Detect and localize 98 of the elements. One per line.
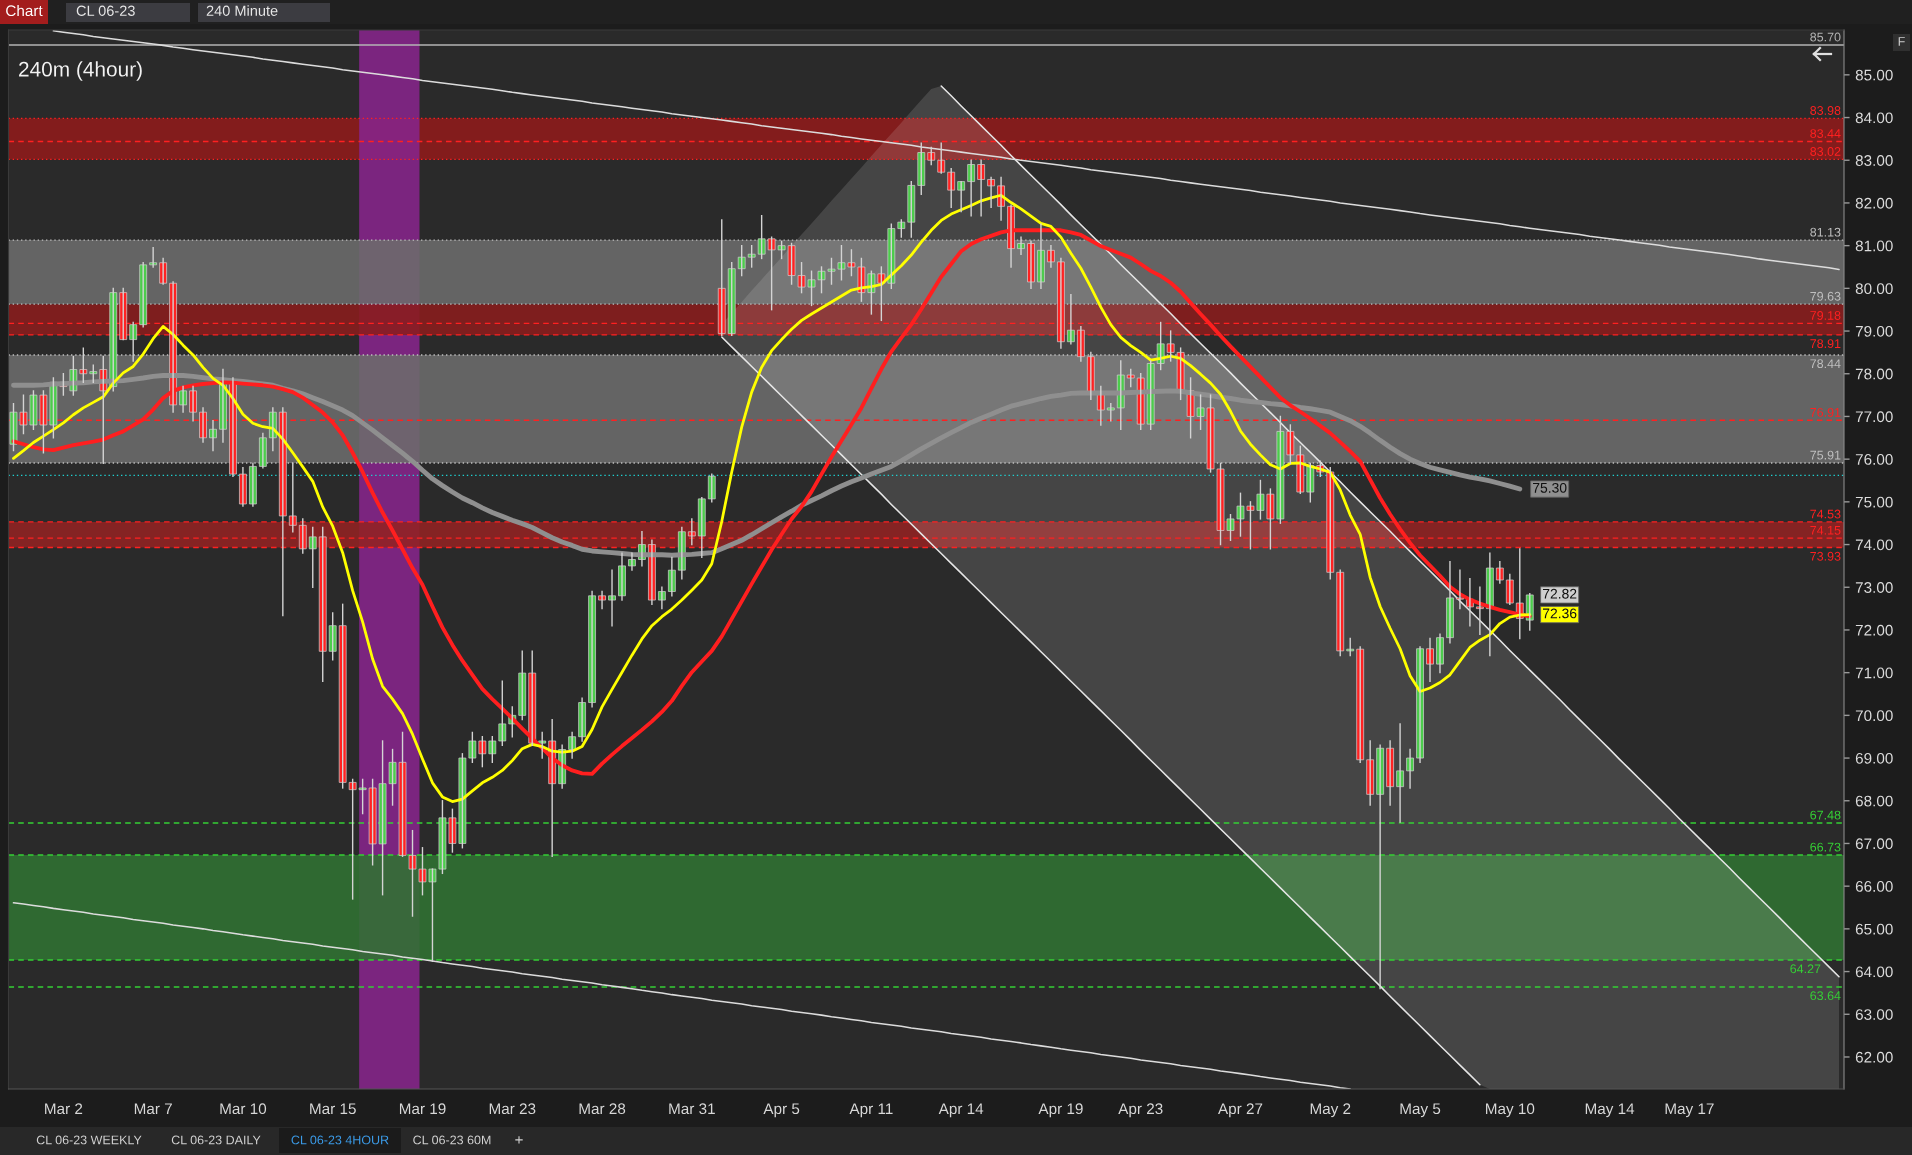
- x-tick-label: Apr 14: [938, 1103, 984, 1118]
- y-tick-label: 63.00: [1855, 1009, 1893, 1020]
- candlestick: [697, 496, 706, 559]
- ref-line-label: 67.48: [1810, 810, 1841, 820]
- x-tick-label: Mar 31: [669, 1103, 715, 1115]
- y-tick-label: 62.00: [1855, 1051, 1893, 1063]
- ref-line-label: 76.91: [1810, 407, 1841, 417]
- x-tick-label: Apr 19: [1038, 1103, 1083, 1118]
- x-tick-label: Mar 28: [579, 1103, 626, 1115]
- y-tick-label: 67.00: [1855, 838, 1893, 850]
- y-tick-label: 70.00: [1855, 710, 1893, 722]
- candlestick: [737, 244, 746, 277]
- x-tick-label: May 14: [1585, 1103, 1635, 1118]
- ref-line-label: 83.98: [1810, 106, 1841, 115]
- x-tick-label: Mar 23: [489, 1103, 536, 1115]
- y-tick-label: 65.00: [1855, 923, 1893, 935]
- ref-line-label: 63.64: [1810, 991, 1841, 1001]
- candlestick: [308, 526, 317, 588]
- y-tick-label: 72.00: [1855, 624, 1893, 636]
- y-tick-label: 68.00: [1855, 795, 1893, 807]
- text: 240 Minute: [206, 5, 278, 16]
- y-tick-label: 69.00: [1855, 752, 1893, 764]
- ref-line-label: 74.53: [1810, 509, 1841, 519]
- y-tick-label: 76.00: [1855, 454, 1893, 465]
- ref-line-label: 81.13: [1810, 227, 1841, 237]
- candlestick: [917, 142, 926, 196]
- candlestick: [518, 650, 527, 721]
- candlestick: [338, 603, 347, 789]
- ref-line-label: 64.27: [1790, 964, 1821, 974]
- x-tick-label: Mar 15: [310, 1103, 356, 1115]
- text: CL 06-23: [76, 5, 135, 16]
- candlestick: [608, 569, 616, 627]
- x-tick-label: Mar 7: [134, 1103, 172, 1115]
- ref-line-label: 85.70: [1810, 32, 1841, 42]
- candlestick: [498, 680, 507, 746]
- candlestick: [747, 244, 756, 268]
- ref-line-label: 78.91: [1810, 339, 1841, 349]
- x-tick-label: Mar 10: [220, 1103, 267, 1115]
- ref-line-label: 73.93: [1810, 551, 1841, 561]
- candlestick: [727, 262, 736, 337]
- y-tick-label: 79.00: [1855, 325, 1893, 337]
- text: CL 06-23 60M: [413, 1135, 491, 1145]
- x-tick-label: Apr 27: [1218, 1103, 1263, 1118]
- candlestick: [538, 731, 547, 759]
- y-tick-label: 71.00: [1855, 667, 1893, 679]
- candlestick: [288, 462, 297, 533]
- ref-line-label: 74.15: [1810, 525, 1841, 535]
- y-tick-label: 83.00: [1855, 155, 1893, 166]
- candlestick: [1456, 569, 1464, 610]
- x-tick-label: May 2: [1310, 1103, 1351, 1118]
- y-tick-label: 74.00: [1855, 539, 1893, 551]
- candlestick: [1476, 586, 1484, 635]
- y-tick-label: 84.00: [1855, 112, 1893, 124]
- ref-line-label: 83.44: [1810, 129, 1841, 138]
- ref-line-label: 83.02: [1810, 147, 1841, 156]
- text: +: [515, 1136, 523, 1144]
- ref-line-label: 79.63: [1810, 291, 1841, 301]
- x-tick-label: Mar 2: [45, 1103, 83, 1115]
- text: 72.82: [1542, 588, 1577, 599]
- text: CL 06-23 WEEKLY: [36, 1135, 142, 1145]
- text: 240m (4hour): [19, 61, 142, 81]
- candlestick: [707, 473, 716, 503]
- data-label: 72.36: [1542, 608, 1577, 619]
- x-tick-label: Apr 5: [763, 1103, 800, 1118]
- ref-line-label: 79.18: [1810, 311, 1841, 320]
- ref-line-label: 75.91: [1810, 450, 1841, 460]
- ref-line-label: 66.73: [1810, 842, 1841, 852]
- y-tick-label: 82.00: [1855, 197, 1893, 209]
- text: Chart: [6, 4, 43, 17]
- y-tick-label: 66.00: [1855, 881, 1893, 892]
- candlestick: [79, 347, 88, 383]
- y-tick-label: 80.00: [1855, 283, 1893, 295]
- text: CL 06-23 4HOUR: [291, 1135, 389, 1145]
- data-label: 75.30: [1533, 482, 1567, 493]
- text: CL 06-23 DAILY: [171, 1135, 261, 1145]
- y-tick-label: 64.00: [1855, 966, 1893, 978]
- line-series: [720, 336, 1481, 1086]
- text: F: [1898, 37, 1905, 46]
- candlestick: [598, 590, 606, 610]
- candlestick: [1336, 569, 1345, 657]
- y-tick-label: 85.00: [1855, 69, 1893, 81]
- candlestick: [318, 526, 327, 682]
- y-tick-label: 73.00: [1855, 582, 1893, 593]
- candlestick: [149, 247, 157, 268]
- x-tick-label: May 17: [1665, 1103, 1714, 1118]
- y-tick-label: 75.00: [1855, 496, 1893, 508]
- y-tick-label: 78.00: [1855, 368, 1893, 380]
- x-tick-label: Mar 19: [399, 1103, 446, 1115]
- x-tick-label: May 10: [1486, 1103, 1535, 1118]
- x-tick-label: Apr 23: [1118, 1103, 1163, 1118]
- ref-line-label: 78.44: [1810, 359, 1841, 369]
- x-tick-label: Apr 11: [849, 1103, 893, 1118]
- y-tick-label: 81.00: [1855, 240, 1893, 252]
- y-tick-label: 77.00: [1855, 411, 1893, 423]
- candlestick: [328, 612, 337, 661]
- candlestick: [907, 180, 916, 238]
- candlestick: [488, 736, 497, 764]
- x-tick-label: May 5: [1400, 1103, 1441, 1118]
